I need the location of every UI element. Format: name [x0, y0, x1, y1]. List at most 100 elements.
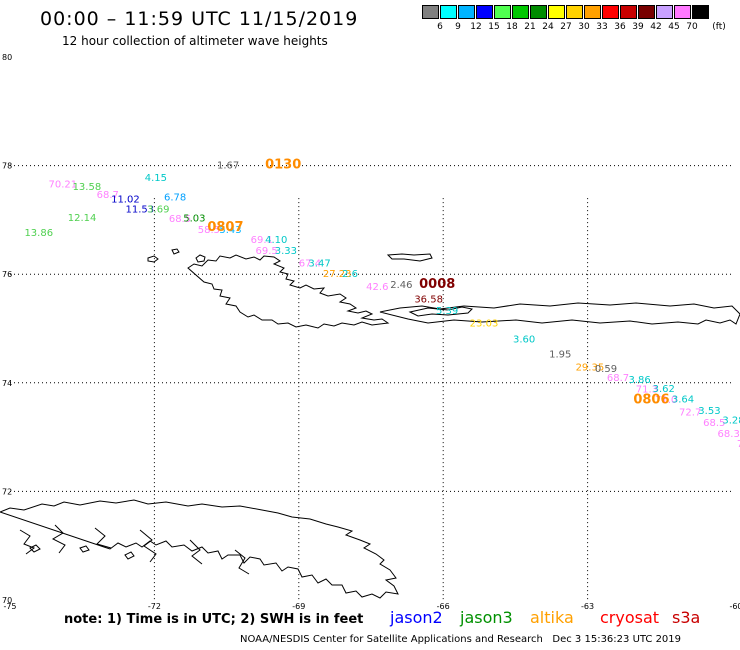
- latitude-label: 70: [2, 596, 12, 605]
- coastline-baffin-inlet-4: [139, 529, 157, 563]
- pass-time-label: 0008: [419, 277, 455, 292]
- wave-height-value: 3.64: [672, 394, 694, 405]
- colorbar-swatch: [512, 5, 529, 19]
- wave-height-value: 6.78: [164, 192, 186, 203]
- longitude-label: -66: [437, 602, 450, 611]
- wave-height-value: 0.59: [595, 364, 617, 375]
- satellite-legend-cryosat: cryosat: [600, 608, 660, 627]
- coastline-island-1: [386, 253, 433, 262]
- colorbar-label: 24: [542, 22, 554, 32]
- wave-height-value: 3.69: [147, 204, 169, 215]
- coastline-island-4: [147, 255, 159, 263]
- longitude-label: -63: [581, 602, 594, 611]
- wave-height-value: 3.86: [629, 375, 651, 386]
- coastline-north-land: [187, 254, 390, 329]
- wave-height-value: 27.23: [323, 269, 352, 280]
- colorbar-swatch: [476, 5, 493, 19]
- wave-height-value: 58.5: [198, 225, 220, 236]
- satellite-legend-altika: altika: [530, 608, 574, 627]
- wave-height-value: 3.28: [722, 416, 740, 427]
- wave-height-value: 2.46: [390, 280, 412, 291]
- satellite-legend-jason2: jason2: [390, 608, 443, 627]
- colorbar-label: 45: [668, 22, 680, 32]
- colorbar-swatch: [440, 5, 457, 19]
- colorbar-label: 36: [614, 22, 626, 32]
- colorbar-label: 15: [488, 22, 500, 32]
- wave-height-value: 3.53: [698, 406, 720, 417]
- map-subtitle: 12 hour collection of altimeter wave hei…: [62, 34, 328, 48]
- wave-height-value: 2.6: [342, 269, 358, 280]
- wave-height-value: 3.33: [275, 246, 297, 257]
- coastline-baffin-island-6: [29, 544, 41, 553]
- colorbar-swatch: [674, 5, 691, 19]
- wave-height-value: 1.95: [549, 349, 571, 360]
- wave-height-value: 5.43: [219, 225, 241, 236]
- colorbar-swatch: [422, 5, 439, 19]
- wave-height-value: 71.3: [636, 385, 658, 396]
- wave-height-value: 1.67: [217, 160, 239, 171]
- wave-height-value: 13.86: [24, 228, 53, 239]
- wave-height-value: 68.5: [703, 418, 725, 429]
- pass-time-label: 0807: [207, 220, 243, 235]
- pass-time-label: 0130: [265, 157, 301, 172]
- wave-height-value: 69.1: [251, 235, 273, 246]
- footnote: note: 1) Time is in UTC; 2) SWH is in fe…: [64, 612, 364, 627]
- colorbar-swatch: [494, 5, 511, 19]
- coastline-baffin-inlet-3: [94, 527, 112, 549]
- colorbar-label: 33: [596, 22, 608, 32]
- longitude-label: -69: [292, 602, 305, 611]
- colorbar-swatch: [584, 5, 601, 19]
- colorbar-label: 27: [560, 22, 572, 32]
- wave-height-value: 3.47: [308, 259, 330, 270]
- coastline-island-5: [171, 248, 180, 255]
- wave-height-value: 68.5: [169, 214, 191, 225]
- wave-height-value: 3.60: [513, 335, 535, 346]
- wave-height-value: 23.03: [470, 318, 499, 329]
- coastline-baffin-island-8: [124, 551, 135, 560]
- wave-height-value: 13.58: [73, 182, 102, 193]
- coastline-baffin-inlet-5: [189, 539, 203, 565]
- latitude-label: 74: [2, 379, 12, 388]
- graticule: 80 78 76 74 72 70-75 -72 -69 -66 -63 -60: [2, 53, 740, 611]
- coastline-baffin-island-7: [79, 545, 90, 553]
- colorbar-label: 9: [455, 22, 461, 32]
- wave-height-value: 29.35: [576, 362, 605, 373]
- wave-height-value: 4.15: [145, 173, 167, 184]
- coastline-island-3: [195, 254, 206, 263]
- wave-height-value: 5.39: [436, 306, 458, 317]
- wave-height-value: 70.4: [737, 439, 740, 450]
- wave-height-value: 11.02: [111, 195, 140, 206]
- colorbar-swatch: [602, 5, 619, 19]
- colorbar-unit: (ft): [712, 22, 726, 32]
- colorbar-label: 12: [470, 22, 482, 32]
- colorbar-swatch: [548, 5, 565, 19]
- wave-height-value: 68.7: [97, 190, 119, 201]
- longitude-label: -75: [3, 602, 16, 611]
- coastline-baffin-island: [0, 499, 399, 599]
- colorbar-label: 30: [578, 22, 590, 32]
- wave-height-value: 69.5: [255, 246, 277, 257]
- wave-height-value: 70.21: [49, 179, 78, 190]
- latitude-label: 80: [2, 53, 12, 62]
- wave-height-value: 11.53: [126, 204, 155, 215]
- satellite-legend-jason3: jason3: [460, 608, 513, 627]
- colorbar-swatch: [530, 5, 547, 19]
- colorbar-label: 39: [632, 22, 644, 32]
- colorbar-label: 6: [437, 22, 443, 32]
- colorbar-swatch: [656, 5, 673, 19]
- latitude-label: 78: [2, 162, 12, 171]
- wave-height-value: 42.6: [366, 282, 388, 293]
- colorbar-swatch: [458, 5, 475, 19]
- longitude-label: -60: [729, 602, 740, 611]
- credit-timestamp: Dec 3 15:36:23 UTC 2019: [552, 634, 682, 645]
- colorbar-label: 18: [506, 22, 518, 32]
- credit-line: NOAA/NESDIS Center for Satellite Applica…: [240, 634, 681, 645]
- wave-height-value: 68.7: [607, 373, 629, 384]
- longitude-label: -72: [148, 602, 161, 611]
- satellite-legend-s3a: s3a: [672, 608, 701, 627]
- credit-text: NOAA/NESDIS Center for Satellite Applica…: [240, 634, 543, 645]
- colorbar-swatch: [692, 5, 709, 19]
- wave-height-value: 3.62: [653, 384, 675, 395]
